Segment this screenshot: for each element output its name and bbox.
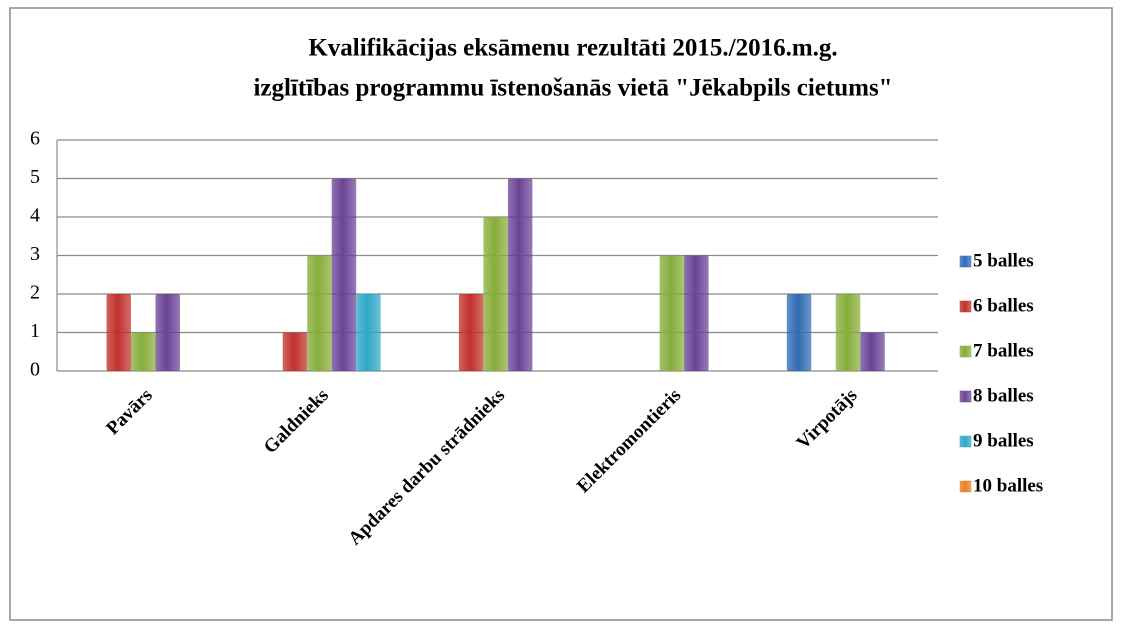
bar — [507, 178, 533, 371]
legend-label: 8 balles — [973, 385, 1034, 406]
bar — [835, 294, 861, 371]
legend-label: 9 balles — [973, 430, 1034, 451]
y-tick-label: 3 — [30, 243, 40, 265]
bar — [307, 255, 332, 371]
legend-swatch — [959, 345, 972, 358]
bar — [106, 294, 131, 371]
legend-swatch — [959, 255, 972, 268]
legend-swatch — [959, 435, 972, 448]
bar — [155, 294, 180, 371]
legend-swatch — [959, 390, 972, 403]
bar — [331, 178, 357, 371]
bar — [483, 217, 508, 371]
legend-label: 7 balles — [973, 340, 1034, 361]
y-tick-label: 1 — [30, 320, 40, 342]
y-tick-label: 0 — [30, 359, 40, 381]
bar — [458, 294, 484, 371]
y-tick-label: 2 — [30, 282, 40, 304]
chart-subtitle: izglītības programmu īstenošanās vietā "… — [253, 75, 892, 102]
bar — [684, 255, 709, 371]
bar — [659, 255, 685, 371]
y-tick-label: 5 — [30, 166, 40, 188]
chart-frame — [9, 7, 1113, 621]
bar — [282, 332, 308, 371]
legend-swatch — [959, 480, 972, 493]
legend-swatch — [959, 300, 972, 313]
y-tick-label: 6 — [30, 128, 40, 150]
bar — [786, 294, 812, 371]
legend-label: 10 balles — [973, 475, 1043, 496]
y-tick-label: 4 — [30, 205, 40, 227]
legend-label: 6 balles — [973, 295, 1034, 316]
bar — [131, 332, 156, 371]
chart-title: Kvalifikācijas eksāmenu rezultāti 2015./… — [308, 35, 837, 62]
bar — [860, 332, 885, 371]
bar — [356, 294, 381, 371]
legend-label: 5 balles — [973, 250, 1034, 271]
